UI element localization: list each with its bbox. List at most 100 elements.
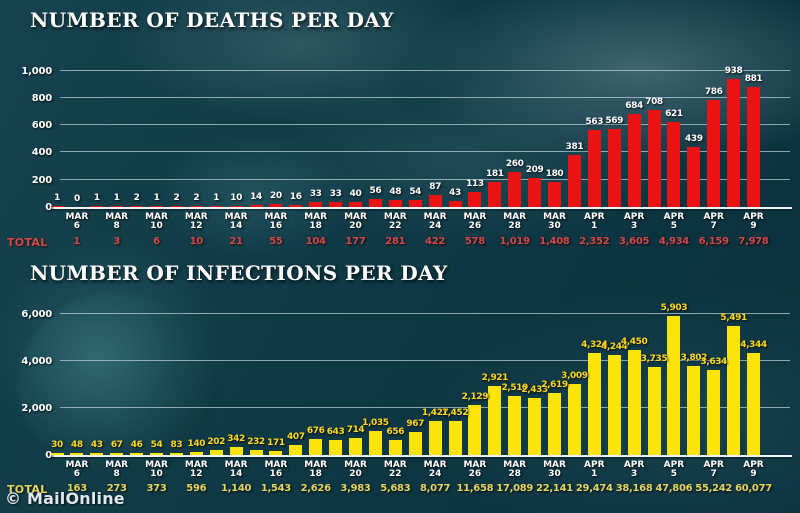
x-axis-date-label: APR 7 (703, 213, 724, 231)
bar (408, 200, 422, 207)
x-axis-line (52, 455, 792, 457)
x-axis-date-label: MAR 28 (503, 461, 526, 479)
bar-value-label: 2,619 (541, 380, 568, 390)
bar-value-label: 786 (704, 87, 723, 97)
bar-value-label: 1 (54, 193, 60, 203)
date-month: APR (703, 212, 724, 222)
x-axis-date-label: MAR 22 (384, 213, 407, 231)
x-axis-date-label: MAR 20 (344, 213, 367, 231)
date-month: MAR (304, 212, 328, 222)
bar (249, 450, 263, 455)
date-month: APR (743, 212, 764, 222)
bar-value-label: 643 (326, 427, 345, 437)
y-axis-tick-label: 1,000 (21, 65, 52, 77)
bar-value-label: 3,009 (561, 371, 588, 381)
x-axis-date-label: MAR 30 (543, 213, 566, 231)
bar (289, 445, 303, 455)
date-day: 1 (591, 221, 598, 231)
date-month: MAR (543, 460, 566, 470)
bar-value-label: 2,129 (461, 392, 489, 402)
date-month: MAR (463, 212, 487, 222)
date-month: MAR (65, 212, 89, 222)
bar-value-label: 260 (505, 159, 524, 169)
x-axis-line (52, 207, 792, 209)
x-axis-date-label: MAR 10 (145, 213, 168, 231)
date-month: APR (623, 460, 645, 470)
date-month: APR (743, 460, 764, 470)
bar-value-label: 14 (250, 192, 262, 202)
date-month: MAR (304, 460, 328, 470)
date-month: MAR (145, 212, 168, 222)
date-day: 18 (309, 221, 322, 231)
bar-value-label: 16 (289, 192, 302, 202)
virus-background-image (18, 292, 218, 477)
bar-value-label: 46 (130, 440, 143, 450)
date-day: 24 (428, 221, 442, 231)
y-axis-tick-label: 4,000 (21, 356, 52, 367)
bar (627, 114, 641, 207)
bar-value-label: 5,903 (660, 303, 688, 313)
date-month: MAR (423, 460, 447, 470)
bar-value-label: 30 (51, 440, 63, 450)
bar (707, 100, 721, 207)
bar-value-label: 1,427 (421, 408, 449, 418)
bar (209, 450, 223, 455)
date-day: 30 (548, 221, 561, 231)
x-axis-date-label: MAR 8 (105, 461, 128, 479)
bar (448, 201, 462, 207)
bar-value-label: 43 (90, 440, 103, 450)
date-month: APR (663, 212, 685, 222)
date-month: MAR (463, 460, 487, 470)
bar (349, 202, 362, 207)
bar-value-label: 881 (744, 74, 763, 84)
y-axis-tick-label: 200 (31, 174, 52, 186)
infections-x-axis: MAR 6 MAR 8 MAR 10 MAR 12 MAR 14 MAR 16 MAR 18 MAR 20 MA… (0, 461, 800, 483)
cumulative-total-value: 6 (153, 236, 160, 247)
bar (249, 205, 263, 207)
x-axis-date-label: APR 9 (743, 213, 764, 231)
cumulative-total-value: 1,140 (221, 483, 252, 494)
gridline (60, 178, 790, 180)
bar (607, 355, 621, 455)
bar-value-label: 5,491 (720, 313, 747, 323)
bar-value-label: 381 (565, 142, 584, 152)
bar-value-label: 1,452 (441, 408, 469, 418)
cumulative-total-value: 3,605 (619, 236, 650, 247)
bar-value-label: 621 (665, 109, 683, 119)
bar (508, 172, 522, 207)
gridline (60, 360, 790, 361)
date-day: 20 (349, 221, 362, 231)
bar-value-label: 1 (113, 193, 120, 203)
bar-value-label: 83 (170, 440, 183, 450)
bar-value-label: 0 (73, 194, 80, 204)
y-axis-tick-label: 6,000 (21, 309, 52, 320)
bar (329, 202, 343, 207)
gridline (60, 69, 790, 71)
date-day: 10 (150, 221, 163, 231)
bar-value-label: 439 (685, 134, 703, 144)
y-axis-tick-label: 400 (31, 147, 52, 159)
bar-value-label: 10 (230, 193, 242, 203)
x-axis-date-label: APR 1 (584, 461, 605, 479)
bar-value-label: 4,450 (620, 337, 648, 347)
bar (90, 206, 104, 207)
bar (130, 453, 144, 455)
bar (349, 438, 362, 455)
bar-value-label: 1 (93, 193, 100, 203)
bar (627, 350, 641, 455)
date-day: 14 (229, 221, 243, 231)
bar-value-label: 2,433 (521, 385, 548, 395)
bar (567, 155, 581, 207)
gridline (60, 96, 790, 98)
bar (309, 202, 323, 207)
cumulative-total-value: 2,352 (579, 236, 610, 247)
bar (229, 206, 243, 207)
bar (488, 386, 502, 455)
x-axis-date-label: MAR 16 (264, 461, 287, 479)
bar-value-label: 4,244 (600, 342, 628, 352)
x-axis-date-label: APR 3 (624, 213, 645, 231)
date-day: 7 (710, 469, 717, 479)
bar (548, 393, 561, 455)
infections-totals-row: TOTAL 163 273 373 596 1,140 1,543 2,626 3,983 5,… (0, 483, 800, 505)
date-day: 5 (670, 469, 678, 479)
